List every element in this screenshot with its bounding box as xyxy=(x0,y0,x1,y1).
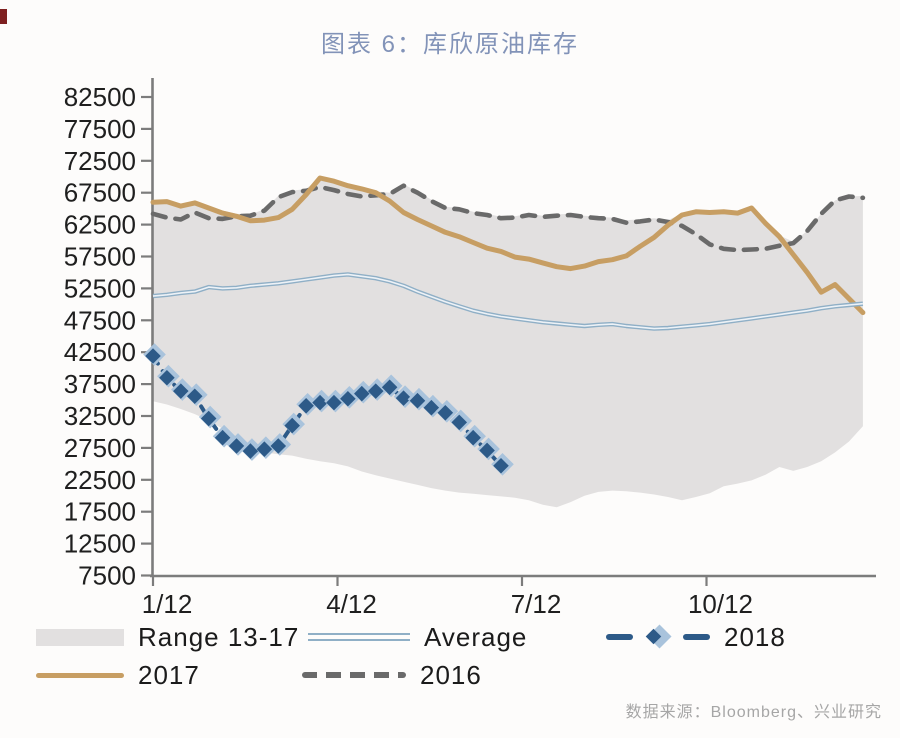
legend-item-range: Range 13-17 xyxy=(36,622,299,652)
series-2016 xyxy=(150,183,866,253)
y-tick-label: 52500 xyxy=(64,273,136,303)
page-title: 图表 6：库欣原油库存 xyxy=(320,31,579,58)
series-2017 xyxy=(150,175,866,316)
y-tick-label: 82500 xyxy=(64,82,136,112)
legend-item-2017: 2017 xyxy=(36,660,200,690)
corner-mark xyxy=(0,9,7,24)
diamond-marker xyxy=(200,410,217,427)
y-tick-label: 67500 xyxy=(64,178,136,208)
y-tick-label: 42500 xyxy=(64,337,136,367)
legend-item-2018: 2018 xyxy=(606,622,786,652)
axes: 8250077500725006750062500575005250047500… xyxy=(64,78,876,615)
y-tick-label: 37500 xyxy=(64,369,136,399)
y-tick-label: 12500 xyxy=(64,529,136,559)
legend-label-average: Average xyxy=(424,621,528,652)
series-average-core xyxy=(152,273,863,330)
dashed-diamond-swatch xyxy=(606,624,710,649)
y-tick-label: 32500 xyxy=(64,401,136,431)
legend-label-2018: 2018 xyxy=(724,621,786,652)
y-tick-label: 72500 xyxy=(64,146,136,176)
average-line-swatch xyxy=(308,633,410,641)
range-band xyxy=(153,177,863,508)
x-tick-label: 4/12 xyxy=(326,589,377,615)
diamond-marker xyxy=(159,369,175,386)
x-tick-label: 7/12 xyxy=(511,589,562,615)
legend-item-2016: 2016 xyxy=(302,660,482,690)
y-tick-label: 7500 xyxy=(78,561,136,591)
series-2018-markers xyxy=(143,343,514,476)
y-tick-label: 77500 xyxy=(64,114,136,144)
diamond-marker xyxy=(214,429,231,446)
diamond-marker xyxy=(173,383,189,399)
legend-label-2017: 2017 xyxy=(138,659,200,690)
source-note: 数据来源：Bloomberg、兴业研究 xyxy=(625,704,882,721)
x-tick-label: 10/12 xyxy=(688,589,753,615)
chart-canvas: 8250077500725006750062500575005250047500… xyxy=(64,78,876,615)
y-tick-label: 57500 xyxy=(64,242,136,272)
y-tick-label: 47500 xyxy=(64,305,136,335)
diamond-marker xyxy=(228,438,245,454)
legend-label-range: Range 13-17 xyxy=(138,621,300,652)
y-tick-label: 27500 xyxy=(64,433,136,463)
x-tick-label: 1/12 xyxy=(142,589,193,615)
line-2017-swatch xyxy=(36,672,124,678)
y-tick-label: 17500 xyxy=(64,497,136,527)
dashed-2016-swatch xyxy=(302,672,406,678)
diamond-marker xyxy=(145,348,161,364)
y-tick-label: 22500 xyxy=(64,465,136,495)
y-tick-label: 62500 xyxy=(64,210,136,240)
legend-label-2016: 2016 xyxy=(420,659,482,690)
diamond-marker xyxy=(242,443,259,459)
diamond-marker xyxy=(186,388,203,405)
legend-item-average: Average xyxy=(308,622,527,652)
range-band-swatch xyxy=(36,628,124,646)
